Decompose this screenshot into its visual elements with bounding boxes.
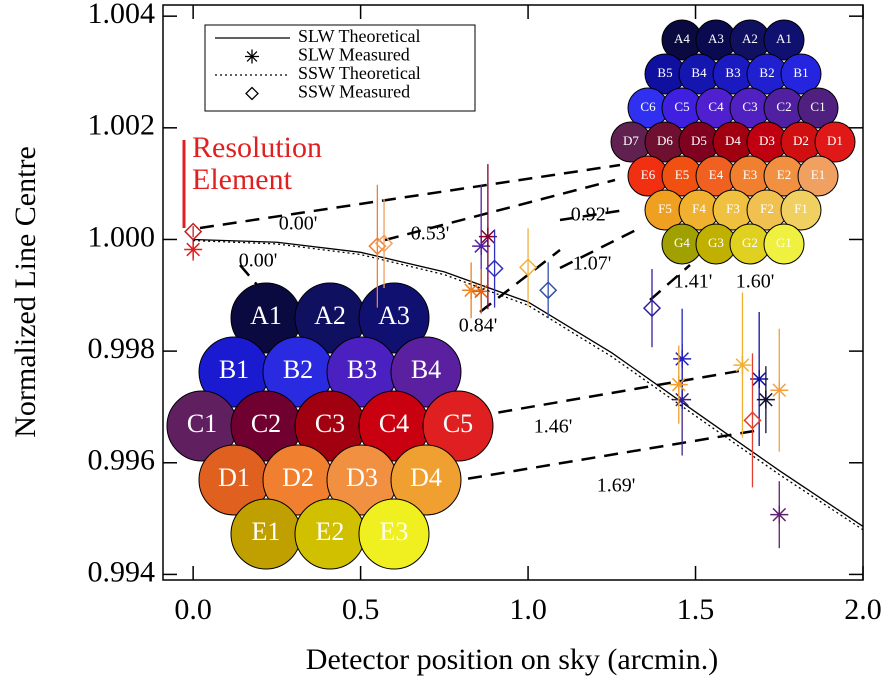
separation-label: 0.84' xyxy=(459,315,498,337)
chart: Resolution Element Detector position on … xyxy=(0,0,891,683)
x-axis-label: Detector position on sky (arcmin.) xyxy=(306,643,718,676)
separation-label: 1.07' xyxy=(573,253,612,275)
x-tick-label: 0.5 xyxy=(342,593,380,626)
separation-label: 1.41' xyxy=(674,271,713,293)
legend-label: SSW Measured xyxy=(298,82,410,102)
detector-label: B1 xyxy=(219,355,249,384)
separation-label: 0.92' xyxy=(571,204,610,226)
legend-label: SLW Theoretical xyxy=(298,26,420,46)
detector-label: D3 xyxy=(759,133,775,148)
x-tick-label: 1.5 xyxy=(677,593,715,626)
detector-label: C2 xyxy=(251,409,281,438)
separation-label: 0.00' xyxy=(239,250,278,272)
detector-label: E1 xyxy=(811,167,825,182)
detector-label: B3 xyxy=(725,65,740,80)
detector-label: F5 xyxy=(658,201,672,216)
y-tick-label: 1.004 xyxy=(88,0,156,30)
separation-label: 0.00' xyxy=(279,213,318,235)
detector-label: E2 xyxy=(777,167,791,182)
detector-label: D5 xyxy=(691,133,707,148)
asterisk-marker xyxy=(733,356,751,374)
detector-label: F2 xyxy=(760,201,774,216)
detector-label: B3 xyxy=(347,355,377,384)
separation-label: 0.53' xyxy=(411,223,450,245)
detector-label: C4 xyxy=(708,99,724,114)
detector-label: A1 xyxy=(776,31,792,46)
x-tick-label: 0.0 xyxy=(174,593,212,626)
legend-label: SLW Measured xyxy=(298,45,410,65)
detector-label: C1 xyxy=(187,409,217,438)
detector-label: C4 xyxy=(379,409,409,438)
detector-label: C5 xyxy=(443,409,473,438)
y-tick-label: 1.000 xyxy=(88,220,156,253)
detector-label: B5 xyxy=(657,65,672,80)
x-tick-label: 1.0 xyxy=(509,593,547,626)
detector-label: A1 xyxy=(250,301,282,330)
detector-label: C3 xyxy=(315,409,345,438)
legend-label: SSW Theoretical xyxy=(298,63,421,83)
detector-label: D1 xyxy=(218,463,250,492)
asterisk-marker xyxy=(770,381,788,399)
detector-label: G2 xyxy=(742,235,758,250)
y-tick-label: 0.998 xyxy=(88,332,156,365)
detector-label: C3 xyxy=(742,99,757,114)
detector-label: C6 xyxy=(640,99,656,114)
y-tick-label: 0.994 xyxy=(88,555,156,588)
detector-label: A2 xyxy=(742,31,758,46)
detector-label: G1 xyxy=(776,235,792,250)
detector-label: C2 xyxy=(776,99,791,114)
asterisk-marker xyxy=(673,350,691,368)
separation-label: 1.69' xyxy=(597,475,636,497)
detector-label: E3 xyxy=(743,167,757,182)
detector-label: D1 xyxy=(827,133,843,148)
detector-label: B2 xyxy=(283,355,313,384)
detector-label: D6 xyxy=(657,133,673,148)
annotation: Resolution xyxy=(192,131,322,164)
y-tick-label: 0.996 xyxy=(88,444,156,477)
legend-symbol xyxy=(245,50,259,64)
detector-label: D4 xyxy=(410,463,442,492)
x-tick-label: 2.0 xyxy=(844,593,882,626)
detector-label: F3 xyxy=(726,201,740,216)
separation-label: 1.60' xyxy=(736,271,775,293)
detector-label: E2 xyxy=(316,517,345,546)
detector-label: E1 xyxy=(252,517,281,546)
detector-label: D7 xyxy=(623,133,639,148)
asterisk-marker xyxy=(770,506,788,524)
separation-label: 1.46' xyxy=(534,416,573,438)
detector-label: F1 xyxy=(794,201,808,216)
detector-label: B1 xyxy=(793,65,808,80)
annotation: Element xyxy=(192,163,293,196)
detector-label: D2 xyxy=(793,133,809,148)
detector-label: A4 xyxy=(674,31,690,46)
asterisk-marker xyxy=(184,241,202,259)
detector-label: D4 xyxy=(725,133,741,148)
detector-label: B2 xyxy=(759,65,774,80)
detector-label: B4 xyxy=(691,65,707,80)
asterisk-marker xyxy=(472,282,490,300)
asterisk-marker xyxy=(757,391,775,409)
detector-label: A3 xyxy=(378,301,410,330)
detector-label: F4 xyxy=(692,201,706,216)
detector-label: G4 xyxy=(674,235,690,250)
detector-label: B4 xyxy=(411,355,441,384)
detector-label: A2 xyxy=(314,301,346,330)
detector-label: A3 xyxy=(708,31,724,46)
detector-label: E4 xyxy=(709,167,724,182)
detector-label: E6 xyxy=(641,167,656,182)
detector-label: E3 xyxy=(380,517,409,546)
page: Resolution Element Detector position on … xyxy=(0,0,891,683)
detector-label: D2 xyxy=(282,463,314,492)
y-axis-label: Normalized Line Centre xyxy=(9,146,42,438)
detector-label: D3 xyxy=(346,463,378,492)
detector-label: G3 xyxy=(708,235,724,250)
detector-label: C1 xyxy=(810,99,825,114)
asterisk-marker xyxy=(670,376,688,394)
detector-label: E5 xyxy=(675,167,689,182)
asterisk-marker xyxy=(462,281,480,299)
detector-label: C5 xyxy=(674,99,689,114)
y-tick-label: 1.002 xyxy=(88,109,156,142)
